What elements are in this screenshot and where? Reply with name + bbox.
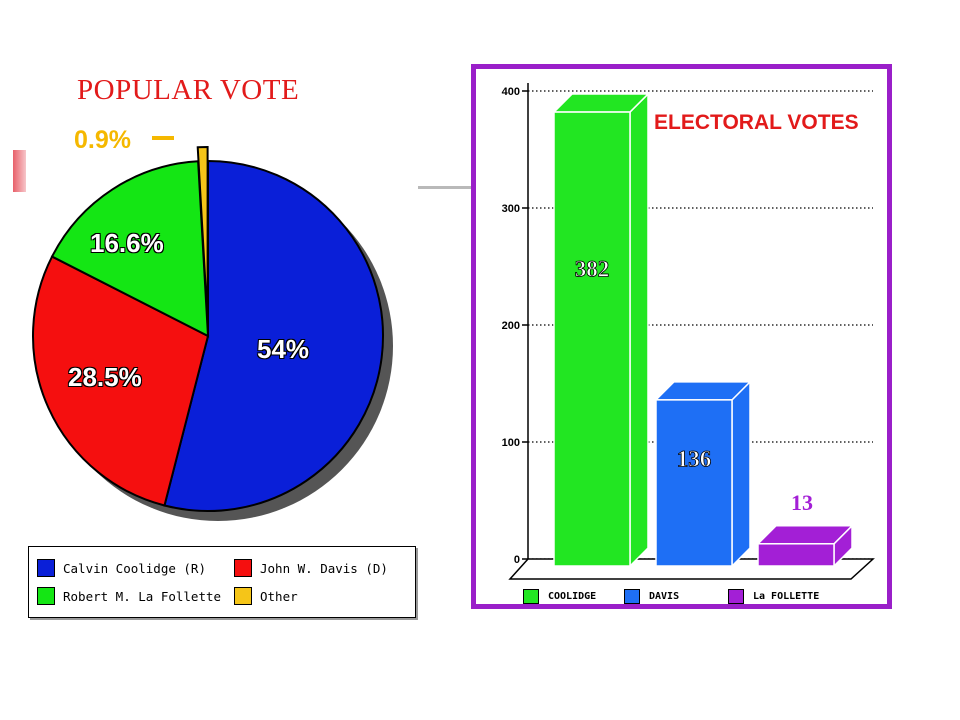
legend-label: Robert M. La Follette bbox=[63, 588, 222, 604]
bar-value-label-coolidge: 382 bbox=[575, 256, 610, 281]
legend-label: Other bbox=[260, 588, 298, 604]
legend-swatch bbox=[37, 559, 55, 577]
legend-swatch bbox=[234, 587, 252, 605]
decorative-connector-line bbox=[418, 186, 476, 189]
pie-slice-la-follette bbox=[50, 160, 210, 338]
pie-label-la-follette: 16.6% bbox=[90, 228, 164, 258]
pie-slice-coolidge bbox=[163, 159, 384, 512]
bar-legend-label: La FOLLETTE bbox=[753, 591, 820, 602]
pie-label-coolidge: 54% bbox=[257, 334, 310, 364]
bar-value-label-davis: 136 bbox=[677, 446, 712, 471]
y-tick-label: 100 bbox=[502, 437, 520, 449]
legend-item-coolidge: Calvin Coolidge (R) bbox=[37, 559, 206, 577]
other-slice-label: 0.9% bbox=[74, 126, 131, 154]
legend-item-other: Other bbox=[234, 587, 298, 605]
legend-item-davis: John W. Davis (D) bbox=[234, 559, 388, 577]
legend-item-la-follette: Robert M. La Follette bbox=[37, 587, 221, 605]
pie-chart-title: POPULAR VOTE bbox=[77, 74, 300, 106]
pie-slice-davis bbox=[32, 255, 210, 507]
bar-legend-label: DAVIS bbox=[649, 591, 680, 602]
legend-swatch bbox=[37, 587, 55, 605]
bar-legend-swatch bbox=[523, 589, 539, 604]
bar-legend-item-la-follette: La FOLLETTE bbox=[728, 589, 819, 604]
bar-chart-title: ELECTORAL VOTES bbox=[654, 111, 859, 134]
bar-legend-swatch bbox=[728, 589, 744, 604]
bar-legend-item-coolidge: COOLIDGE bbox=[523, 589, 596, 604]
bar-side-coolidge bbox=[629, 92, 649, 568]
bar-legend-swatch bbox=[624, 589, 640, 604]
y-tick-label: 0 bbox=[514, 554, 520, 566]
bar-legend-label: COOLIDGE bbox=[548, 591, 597, 602]
pie-legend: Calvin Coolidge (R) John W. Davis (D) Ro… bbox=[28, 546, 416, 618]
bar-davis bbox=[655, 399, 733, 567]
bar-coolidge bbox=[553, 111, 631, 567]
other-slice-leader-line bbox=[152, 136, 174, 140]
pie-label-davis: 28.5% bbox=[68, 362, 142, 392]
decorative-red-accent bbox=[13, 150, 26, 192]
bar-la-follette bbox=[757, 543, 835, 567]
legend-label: John W. Davis (D) bbox=[260, 560, 388, 576]
y-tick-label: 300 bbox=[502, 203, 520, 215]
electoral-votes-bar-chart: 0 100 200 300 400 382 136 13 bbox=[502, 83, 875, 580]
bar-legend-item-davis: DAVIS bbox=[624, 589, 679, 604]
bar-side-davis bbox=[731, 380, 751, 568]
legend-label: Calvin Coolidge (R) bbox=[63, 560, 206, 576]
pie-slice-other bbox=[196, 146, 209, 323]
popular-vote-pie-chart bbox=[32, 146, 393, 521]
legend-swatch bbox=[234, 559, 252, 577]
y-tick-label: 200 bbox=[502, 320, 520, 332]
y-tick-label: 400 bbox=[502, 86, 520, 98]
bar-value-label-la-follette: 13 bbox=[791, 490, 813, 515]
electoral-votes-panel: 0 100 200 300 400 382 136 13 ELECTORAL VOTES CO… bbox=[471, 64, 892, 609]
